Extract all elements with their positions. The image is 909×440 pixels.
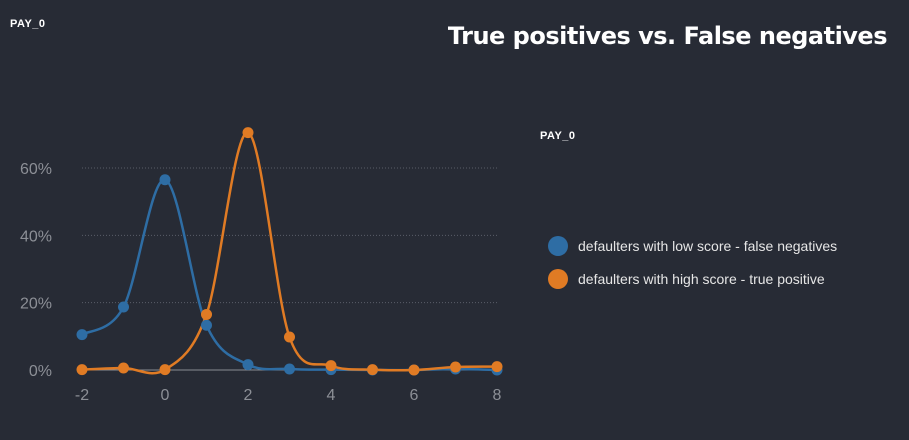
- legend-item-true-positive[interactable]: defaulters with high score - true positi…: [548, 269, 837, 289]
- data-point-false-negatives: [76, 329, 88, 341]
- data-point-false-negatives: [159, 174, 171, 186]
- data-point-false-negatives: [201, 319, 212, 331]
- chart-title: True positives vs. False negatives: [447, 22, 888, 50]
- data-point-true-positive: [201, 308, 212, 320]
- data-point-true-positive: [325, 360, 337, 372]
- y-tick-label: 40%: [20, 228, 52, 245]
- legend-item-false-negatives[interactable]: defaulters with low score - false negati…: [548, 236, 837, 256]
- data-point-true-positive: [159, 364, 171, 376]
- x-tick-label: 8: [493, 387, 502, 404]
- data-point-true-positive: [118, 362, 129, 374]
- legend-dot-orange: [548, 269, 568, 289]
- data-point-false-negatives: [118, 301, 129, 313]
- legend-dot-blue: [548, 236, 568, 256]
- legend: defaulters with low score - false negati…: [548, 236, 837, 302]
- x-tick-label: 6: [410, 387, 419, 404]
- y-tick-label: 60%: [20, 161, 52, 178]
- x-tick-label: 0: [161, 387, 170, 404]
- y-tick-label: 0%: [29, 363, 52, 380]
- data-point-true-positive: [491, 361, 503, 373]
- feature-label: PAY_0: [10, 18, 46, 30]
- legend-label: defaulters with low score - false negati…: [578, 238, 838, 254]
- x-tick-label: 4: [327, 387, 336, 404]
- x-tick-label: -2: [75, 387, 89, 404]
- data-point-true-positive: [367, 364, 378, 376]
- data-point-false-negatives: [284, 363, 295, 375]
- y-tick-label: 20%: [20, 296, 52, 313]
- legend-title: PAY_0: [540, 130, 576, 142]
- data-point-false-negatives: [242, 359, 254, 371]
- data-point-true-positive: [408, 364, 420, 376]
- data-point-true-positive: [450, 361, 461, 373]
- data-point-true-positive: [242, 127, 254, 139]
- x-tick-label: 2: [244, 387, 253, 404]
- legend-label: defaulters with high score - true positi…: [578, 271, 825, 287]
- data-point-true-positive: [284, 331, 295, 343]
- data-point-true-positive: [76, 364, 88, 376]
